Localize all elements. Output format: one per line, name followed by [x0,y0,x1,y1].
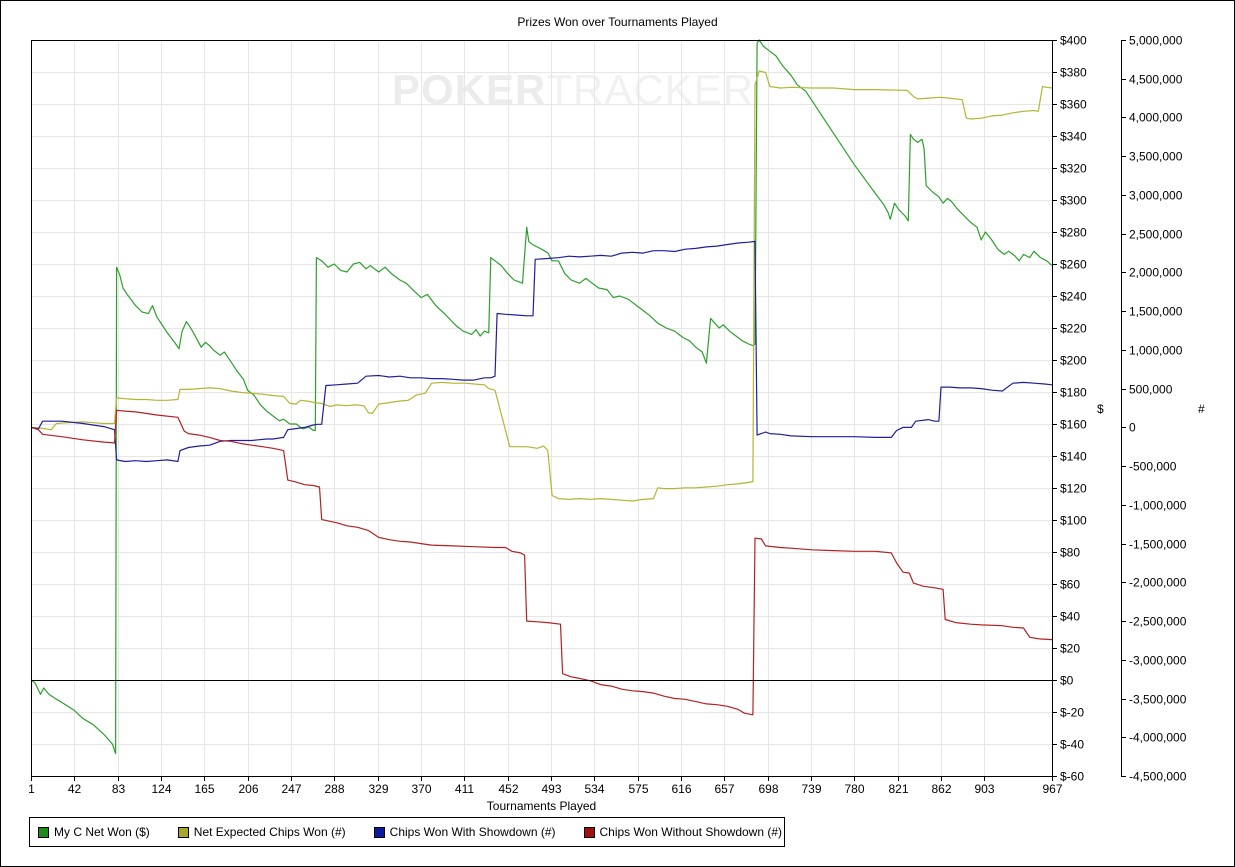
right-y-tick-label: 4,000,000 [1129,111,1183,125]
x-tick-label: 83 [112,782,126,796]
right-y-tick-label: 500,000 [1129,383,1173,397]
left-y-tick-label: $20 [1060,642,1080,656]
watermark-bold: POKER [392,66,547,113]
gridlines [31,40,1053,777]
x-axis-title: Tournaments Played [486,799,597,813]
legend-swatch-icon [38,826,49,838]
legend-label: Chips Won Without Showdown (#) [599,825,783,839]
x-tick-label: 452 [498,782,518,796]
x-tick-label: 575 [628,782,648,796]
legend-swatch-icon [373,826,385,838]
x-tick-label: 288 [324,782,344,796]
x-tick-label: 780 [844,782,864,796]
x-tick-label: 247 [281,782,301,796]
left-y-tick-label: $360 [1060,98,1087,112]
right-y-tick-label: 2,000,000 [1129,266,1183,280]
right-y-tick-label: 1,500,000 [1129,305,1183,319]
right-y-tick-label: -500,000 [1129,460,1177,474]
left-y-tick-label: $-40 [1060,738,1084,752]
x-tick-label: 698 [758,782,778,796]
series-line [30,409,1053,716]
right-y-tick-label: 1,000,000 [1129,344,1183,358]
legend-label: Net Expected Chips Won (#) [193,825,346,839]
x-tick-label: 739 [801,782,821,796]
right-y-tick-label: 3,000,000 [1129,189,1183,203]
x-tick-label: 616 [671,782,691,796]
legend-item[interactable]: Net Expected Chips Won (#) [177,825,346,839]
x-tick-label: 657 [714,782,734,796]
left-y-tick-label: $60 [1060,578,1080,592]
left-y-tick-label: $40 [1060,610,1080,624]
x-tick-label: 534 [584,782,604,796]
right-y-tick-label: -1,000,000 [1129,499,1187,513]
right-y-tick-label: -1,500,000 [1129,538,1187,552]
left-y-tick-label: $-20 [1060,706,1084,720]
series-line [30,70,1053,502]
left-y-tick-label: $0 [1060,674,1074,688]
right-y-tick-label: 4,500,000 [1129,73,1183,87]
axes: 1 42 83 124 165 206 247 288 329 370 411 452 493 534 57… [28,34,1187,797]
chart-legend: My C Net Won ($) Net Expected Chips Won (… [29,817,785,847]
right-y-tick-label: 3,500,000 [1129,150,1183,164]
right-y-tick-label: 5,000,000 [1129,34,1183,48]
x-tick-label: 124 [151,782,171,796]
left-y-tick-label: $140 [1060,450,1087,464]
left-y-tick-label: $280 [1060,226,1087,240]
left-axis-unit-label: $ [1097,402,1104,416]
legend-item[interactable]: Chips Won With Showdown (#) [373,825,556,839]
left-y-tick-label: $300 [1060,194,1087,208]
left-y-tick-label: $220 [1060,322,1087,336]
x-tick-label: 1 [28,782,35,796]
series-line [30,39,1053,755]
x-tick-label: 821 [888,782,908,796]
x-tick-label: 493 [541,782,561,796]
left-y-tick-label: $120 [1060,482,1087,496]
left-y-tick-label: $240 [1060,290,1087,304]
watermark-light: TRACKER [546,66,755,113]
left-y-tick-label: $-60 [1060,770,1084,784]
x-tick-label: 411 [455,782,474,796]
x-tick-label: 165 [194,782,214,796]
chart-title: Prizes Won over Tournaments Played [517,15,718,29]
legend-item[interactable]: My C Net Won ($) [38,825,150,839]
x-tick-label: 903 [974,782,994,796]
right-y-tick-label: -3,000,000 [1129,654,1187,668]
right-y-tick-label: -2,000,000 [1129,576,1187,590]
left-y-tick-label: $380 [1060,66,1087,80]
series-line [30,240,1053,463]
right-y-tick-label: -4,000,000 [1129,731,1187,745]
legend-swatch-icon [583,826,595,838]
right-y-tick-label: -4,500,000 [1129,770,1187,784]
right-y-tick-label: -2,500,000 [1129,615,1187,629]
x-tick-label: 862 [931,782,951,796]
left-y-tick-label: $320 [1060,162,1087,176]
legend-label: My C Net Won ($) [54,825,150,839]
left-y-tick-label: $340 [1060,130,1087,144]
legend-label: Chips Won With Showdown (#) [389,825,556,839]
left-y-tick-label: $180 [1060,386,1087,400]
left-y-tick-label: $160 [1060,418,1087,432]
right-y-tick-label: -3,500,000 [1129,693,1187,707]
x-tick-label: 206 [238,782,258,796]
left-y-tick-label: $400 [1060,34,1087,48]
left-y-tick-label: $80 [1060,546,1080,560]
x-tick-label: 42 [68,782,82,796]
legend-item[interactable]: Chips Won Without Showdown (#) [583,825,783,839]
x-tick-label: 329 [368,782,388,796]
right-y-tick-label: 0 [1129,421,1136,435]
x-tick-label: 967 [1042,782,1062,796]
pokertracker-watermark: POKERTRACKER [392,66,754,114]
right-y-tick-label: 2,500,000 [1129,228,1183,242]
left-y-tick-label: $100 [1060,514,1087,528]
left-y-tick-label: $200 [1060,354,1087,368]
right-axis-unit-label: # [1198,402,1205,416]
left-y-tick-label: $260 [1060,258,1087,272]
x-tick-label: 370 [411,782,431,796]
legend-swatch-icon [177,826,189,838]
series-lines [30,39,1053,755]
